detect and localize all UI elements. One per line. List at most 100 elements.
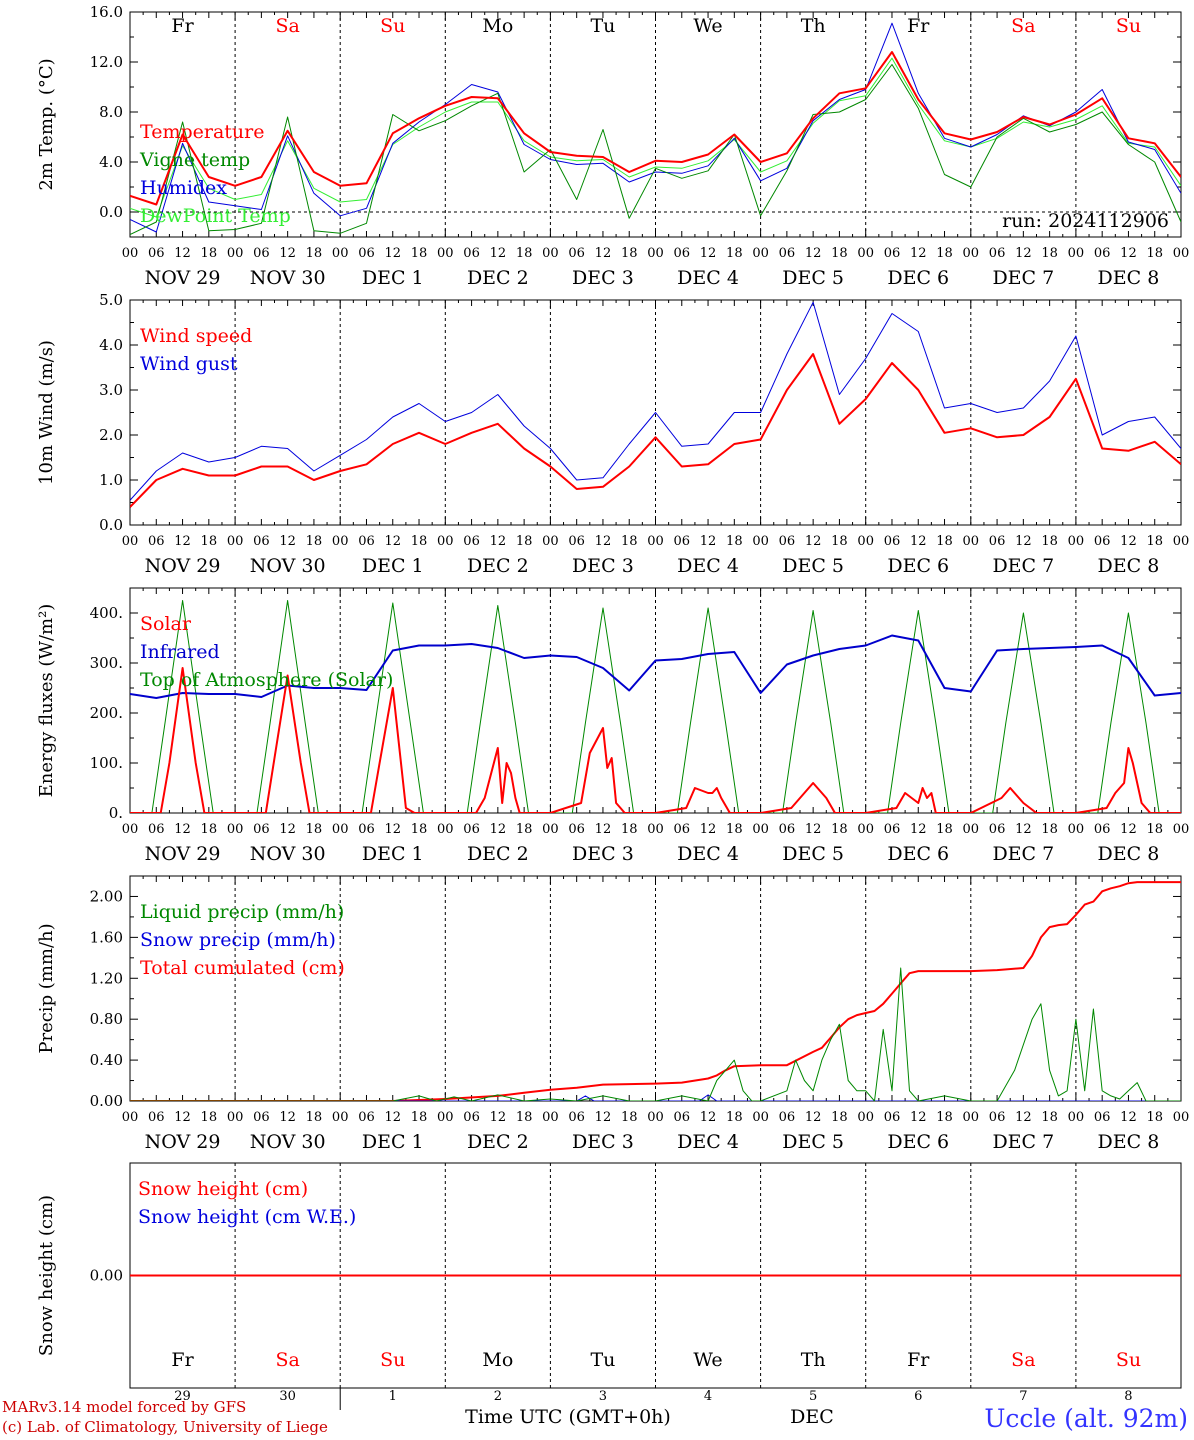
hour-tick-label: 12 — [384, 246, 401, 261]
hour-tick-label: 00 — [437, 822, 454, 837]
hour-tick-label: 18 — [936, 822, 953, 837]
y-tick-label: 2.00 — [90, 887, 123, 905]
hour-tick-label: 00 — [122, 1110, 139, 1125]
hour-tick-label: 12 — [595, 822, 612, 837]
day-number: 29 — [174, 1389, 191, 1404]
hour-tick-label: 06 — [989, 1110, 1006, 1125]
day-name: Th — [801, 15, 826, 37]
legend-vigne-temp: Vigne temp — [139, 149, 250, 171]
hour-tick-label: 12 — [279, 822, 296, 837]
date-label: DEC 6 — [887, 267, 949, 289]
hour-tick-label: 06 — [358, 534, 375, 549]
hour-tick-label: 06 — [1094, 1110, 1111, 1125]
date-label: DEC 4 — [677, 1131, 739, 1153]
hour-tick-label: 12 — [700, 1110, 717, 1125]
hour-tick-label: 00 — [332, 246, 349, 261]
hour-tick-label: 06 — [1094, 534, 1111, 549]
hour-tick-label: 00 — [437, 534, 454, 549]
date-label: DEC 2 — [467, 267, 529, 289]
hour-tick-label: 06 — [148, 1110, 165, 1125]
hour-tick-label: 18 — [1041, 822, 1058, 837]
hour-tick-label: 06 — [884, 246, 901, 261]
y-tick-label: 0.0 — [99, 516, 123, 534]
legend-solar: Solar — [140, 613, 192, 635]
hour-tick-label: 06 — [989, 246, 1006, 261]
hour-tick-label: 00 — [963, 246, 980, 261]
date-label: DEC 5 — [782, 843, 844, 865]
legend-infrared: Infrared — [140, 641, 220, 663]
hour-tick-label: 06 — [779, 246, 796, 261]
y-tick-label: 12.0 — [90, 53, 123, 71]
footer: MARv3.14 model forced by GFS (c) Lab. of … — [2, 1398, 1188, 1436]
hour-tick-label: 06 — [674, 822, 691, 837]
date-label: DEC 7 — [992, 1131, 1054, 1153]
day-name: Sa — [1011, 15, 1035, 37]
hour-tick-label: 12 — [910, 246, 927, 261]
y-tick-label: 0.80 — [90, 1010, 123, 1028]
date-label: NOV 30 — [250, 1131, 326, 1153]
station-label: Uccle (alt. 92m) — [984, 1404, 1188, 1433]
hour-tick-label: 18 — [1146, 246, 1163, 261]
hour-tick-label: 12 — [1015, 246, 1032, 261]
hour-tick-label: 12 — [490, 534, 507, 549]
hour-tick-label: 12 — [490, 1110, 507, 1125]
day-name: Su — [380, 15, 405, 37]
hour-tick-label: 06 — [253, 822, 270, 837]
date-label: DEC 1 — [362, 1131, 424, 1153]
legend-snow-precip-mm-h-: Snow precip (mm/h) — [140, 929, 336, 951]
hour-tick-label: 00 — [752, 1110, 769, 1125]
date-label: DEC 3 — [572, 1131, 634, 1153]
hour-tick-label: 06 — [884, 534, 901, 549]
hour-tick-label: 12 — [1120, 246, 1137, 261]
hour-tick-label: 18 — [201, 246, 218, 261]
y-tick-label: 4.0 — [99, 336, 123, 354]
date-label: DEC 3 — [572, 267, 634, 289]
series-infrared — [130, 634, 1181, 699]
hour-tick-label: 06 — [568, 822, 585, 837]
hour-tick-label: 12 — [384, 822, 401, 837]
hour-tick-label: 00 — [857, 822, 874, 837]
hour-tick-label: 00 — [963, 534, 980, 549]
hour-tick-label: 18 — [411, 246, 428, 261]
y-tick-label: 5.0 — [99, 291, 123, 309]
hour-tick-label: 12 — [384, 534, 401, 549]
day-name: Su — [380, 1349, 405, 1371]
hour-tick-label: 00 — [332, 534, 349, 549]
date-label: DEC 5 — [782, 555, 844, 577]
legend-snow-height-cm-w-e-: Snow height (cm W.E.) — [138, 1206, 356, 1228]
hour-tick-label: 00 — [647, 246, 664, 261]
y-axis-label: Precip (mm/h) — [36, 923, 57, 1053]
hour-tick-label: 18 — [411, 534, 428, 549]
hour-tick-label: 06 — [358, 246, 375, 261]
legend-total-cumulated-cm-: Total cumulated (cm) — [140, 957, 345, 979]
hour-tick-label: 06 — [884, 822, 901, 837]
hour-tick-label: 06 — [884, 1110, 901, 1125]
hour-tick-label: 00 — [752, 534, 769, 549]
day-name: Mo — [482, 15, 513, 37]
hour-tick-label: 18 — [1041, 246, 1058, 261]
y-tick-label: 16.0 — [90, 3, 123, 21]
panel-frame — [129, 11, 1182, 238]
series-vigne-temp — [130, 64, 1181, 235]
day-number: 5 — [809, 1389, 817, 1404]
hour-tick-label: 06 — [674, 534, 691, 549]
day-name: Sa — [275, 1349, 299, 1371]
hour-tick-label: 18 — [1041, 1110, 1058, 1125]
hour-tick-label: 12 — [279, 246, 296, 261]
hour-tick-label: 12 — [490, 246, 507, 261]
hour-tick-label: 18 — [201, 534, 218, 549]
day-name: Su — [1116, 15, 1141, 37]
day-name: Fr — [171, 1349, 194, 1371]
date-label: NOV 29 — [145, 555, 221, 577]
series-total-cumulated-cm- — [130, 881, 1181, 1101]
legend-humidex: Humidex — [140, 177, 227, 199]
hour-tick-label: 06 — [463, 534, 480, 549]
series-wind-gust — [130, 301, 1181, 501]
date-label: DEC 1 — [362, 267, 424, 289]
hour-tick-label: 00 — [1068, 246, 1085, 261]
hour-tick-label: 18 — [516, 1110, 533, 1125]
series-solar — [130, 667, 1181, 813]
date-label: DEC 6 — [887, 555, 949, 577]
y-tick-label: 1.0 — [99, 471, 123, 489]
hour-tick-label: 00 — [857, 534, 874, 549]
